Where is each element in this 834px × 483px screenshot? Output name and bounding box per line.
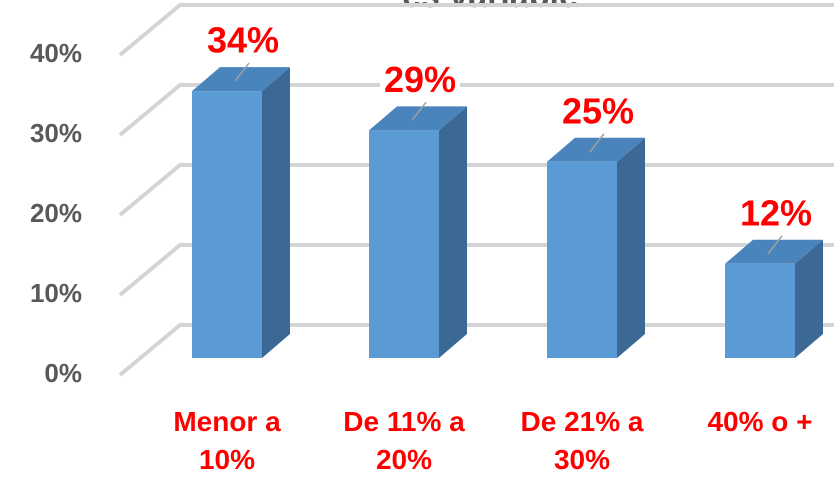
leader-line (767, 235, 783, 255)
bar (725, 239, 823, 358)
value-label-bg (202, 19, 284, 61)
bar-front (547, 161, 617, 358)
bar-side (617, 137, 645, 358)
y-tick-label: 0% (44, 358, 82, 388)
bar (547, 137, 645, 358)
value-label-bg (735, 192, 817, 234)
leader-line (411, 101, 427, 121)
bar-side (262, 67, 290, 358)
value-label: 25% (562, 90, 634, 131)
bar (369, 106, 467, 358)
bar (192, 67, 290, 358)
bar-side (795, 239, 823, 358)
bar-top (725, 239, 823, 264)
chart-title: es variable (402, 0, 578, 15)
bar-front (192, 91, 262, 358)
value-label: 29% (384, 59, 456, 100)
grid-line (118, 83, 834, 137)
bar-top (369, 106, 467, 131)
grid-line (118, 3, 834, 57)
value-label: 12% (740, 192, 812, 233)
leader-line (234, 62, 250, 82)
bar-side (439, 106, 467, 358)
x-tick-label: Menor a 10% (173, 406, 281, 475)
value-label: 34% (207, 20, 279, 61)
value-label-bg (379, 58, 461, 100)
y-tick-label: 10% (30, 278, 82, 308)
bar-front (725, 263, 795, 358)
bar-front (369, 130, 439, 358)
y-tick-label: 40% (30, 38, 82, 68)
bar-top (192, 67, 290, 92)
x-tick-label: 40% o + (707, 406, 813, 437)
bar-top (547, 137, 645, 162)
value-label-bg (557, 90, 639, 132)
y-tick-label: 20% (30, 198, 82, 228)
x-tick-label: De 11% a 20% (343, 406, 465, 475)
leader-line (589, 133, 605, 153)
x-tick-label: De 21% a 30% (520, 406, 644, 475)
y-tick-label: 30% (30, 118, 82, 148)
